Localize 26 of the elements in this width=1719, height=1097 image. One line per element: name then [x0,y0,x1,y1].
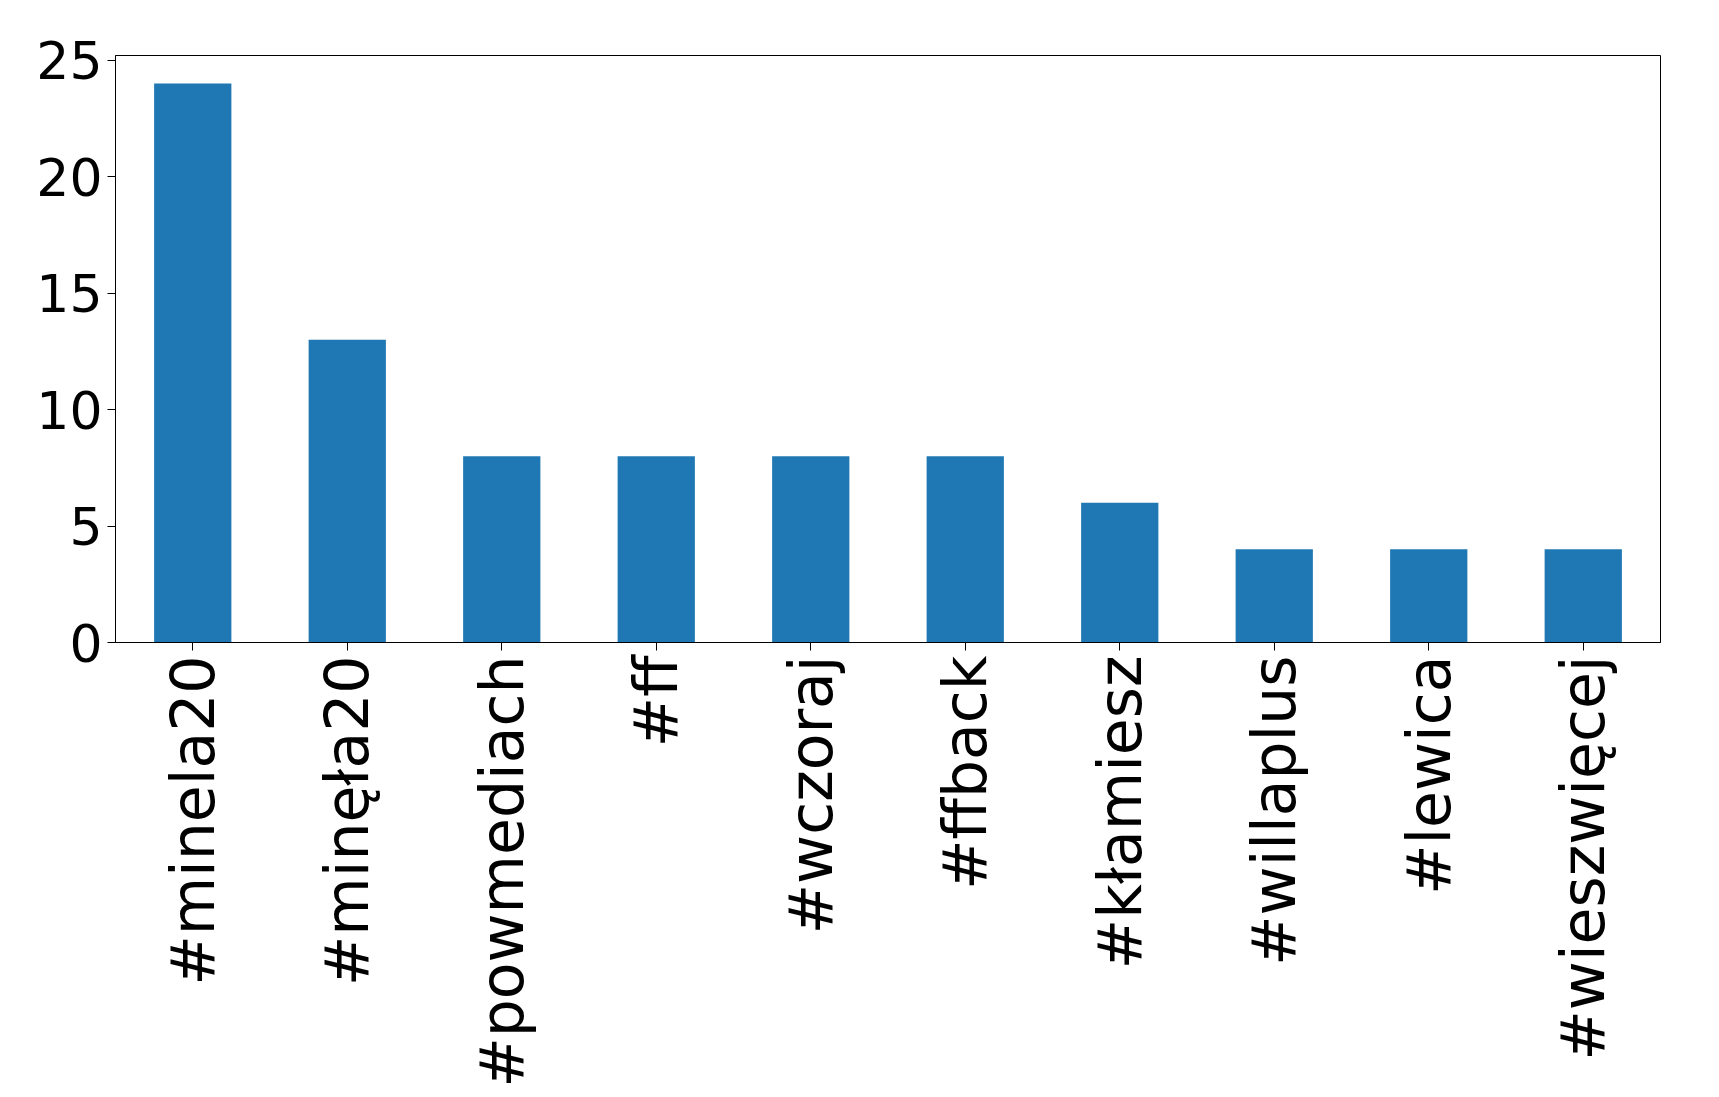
y-tick-label: 25 [36,31,103,92]
x-tick-label: #ffback [930,655,1001,890]
x-tick-label: #powmediach [466,655,537,1088]
x-tick-label: #ff [621,653,692,748]
x-tick-label: #wieszwięcej [1548,655,1619,1061]
x-tick-label: #willaplus [1239,655,1310,966]
x-tick-label: #minęła20 [312,655,383,986]
bar [1081,502,1159,643]
bar [926,456,1004,643]
x-tick-label: #wczoraj [775,655,846,935]
y-tick-label: 15 [36,264,103,325]
x-tick-label: #lewica [1393,655,1464,895]
bar [463,456,541,643]
bar [154,83,232,643]
bar [617,456,695,643]
bar [1235,549,1313,643]
bar [1544,549,1622,643]
y-tick-label: 0 [69,613,103,674]
bar [772,456,850,643]
y-tick-label: 5 [69,497,103,558]
bar [308,339,386,643]
x-tick-label: #kłamiesz [1084,655,1155,970]
y-tick-label: 10 [36,380,103,441]
bar [1390,549,1468,643]
y-tick-label: 20 [36,147,103,208]
x-tick-label: #minela20 [157,655,228,986]
